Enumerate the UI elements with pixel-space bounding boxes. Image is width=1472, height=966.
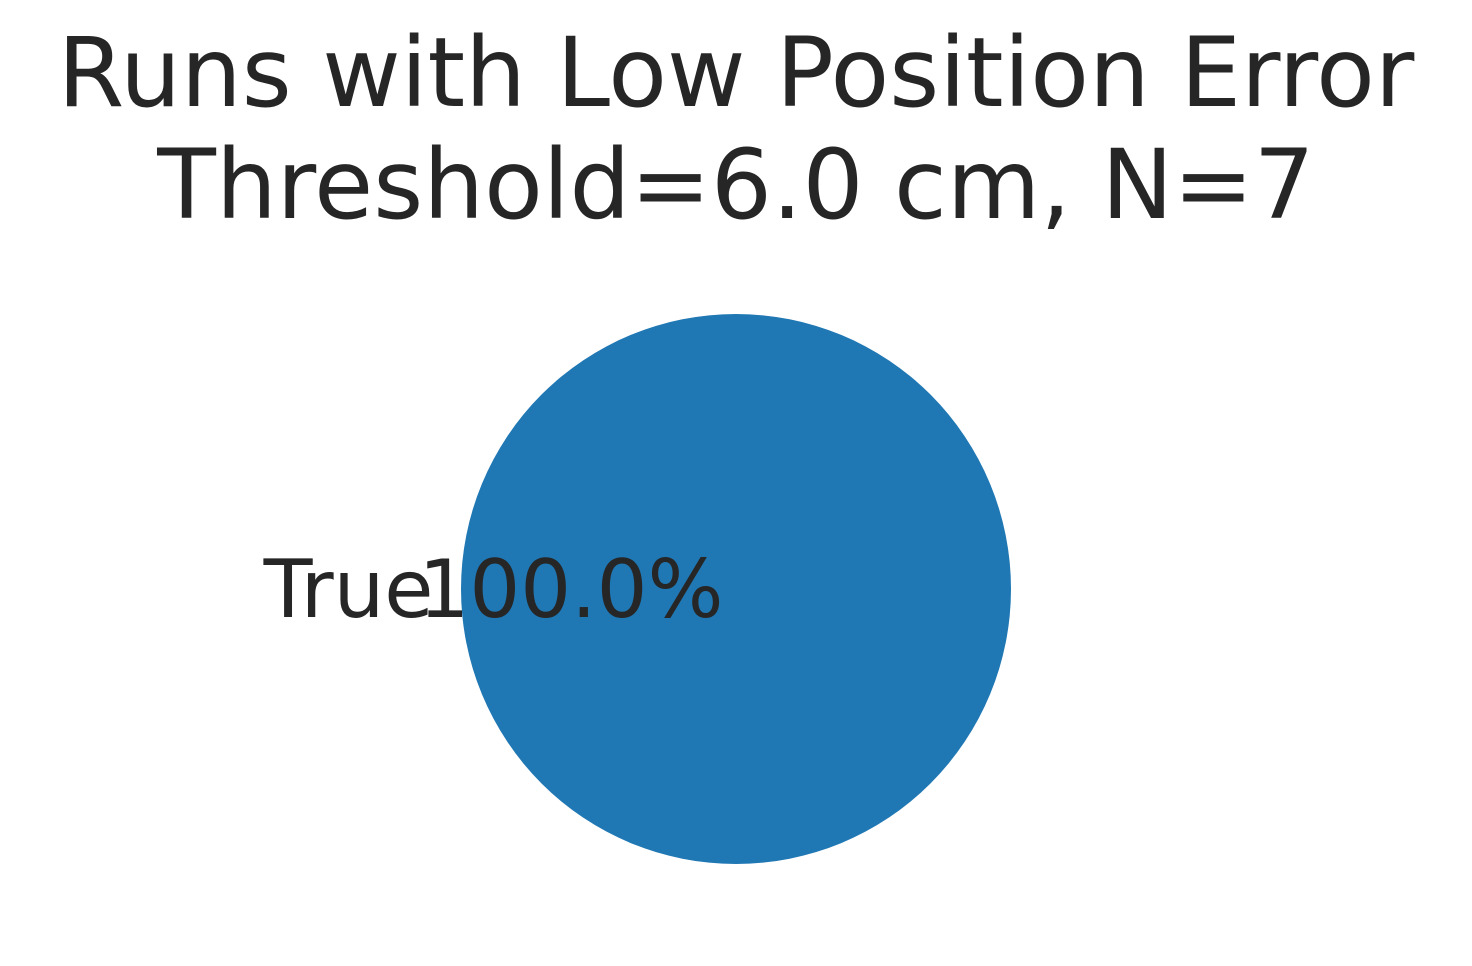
pie-slice-label: True [263, 543, 434, 636]
chart-title-line-2: Threshold=6.0 cm, N=7 [156, 129, 1314, 241]
pie-slice-true [461, 314, 1011, 864]
chart-title: Runs with Low Position Error Threshold=6… [58, 17, 1415, 241]
chart-title-line-1: Runs with Low Position Error [58, 17, 1415, 129]
pie-slice-percent-label: 100.0% [418, 543, 723, 636]
pie-slices [461, 314, 1011, 864]
